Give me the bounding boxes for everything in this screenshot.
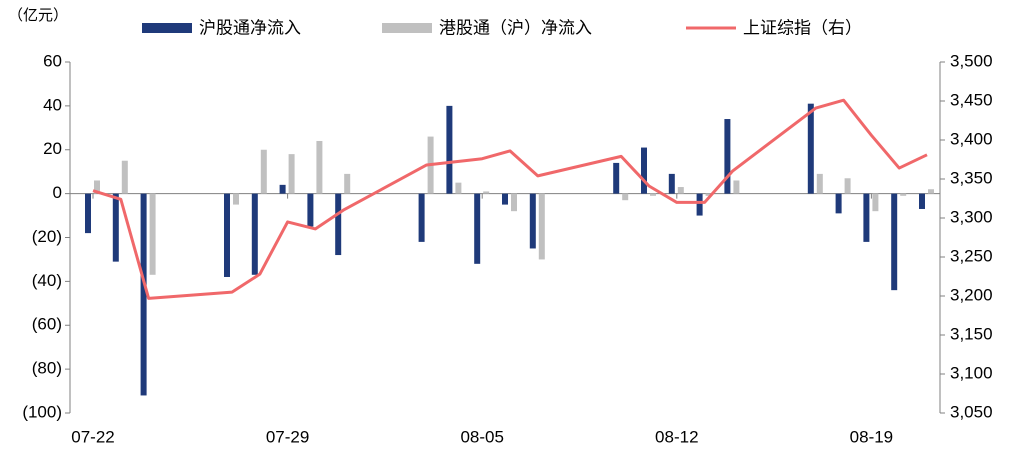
bar (650, 193, 656, 196)
bar (724, 119, 731, 194)
bar (529, 193, 536, 249)
bar (677, 187, 684, 194)
bar (474, 193, 481, 264)
bar (538, 193, 545, 260)
x-tick-label: 08-19 (850, 427, 893, 446)
x-tick-label: 07-29 (266, 427, 309, 446)
y2-tick-label: 3,150 (950, 324, 993, 343)
bar (622, 193, 629, 201)
y-tick-label: 0 (53, 183, 62, 202)
bar (335, 193, 342, 256)
bar (511, 193, 517, 212)
bar (816, 173, 823, 194)
bar (900, 193, 907, 196)
bar (260, 149, 267, 194)
bar (928, 189, 934, 194)
bar (668, 173, 675, 194)
x-tick-label: 08-05 (460, 427, 503, 446)
bar (112, 193, 119, 262)
y2-tick-label: 3,500 (950, 51, 993, 70)
y2-tick-label: 3,200 (950, 285, 993, 304)
bar (418, 193, 425, 242)
bar (502, 193, 508, 205)
y2-tick-label: 3,250 (950, 246, 993, 265)
legend-label: 上证综指（右） (743, 18, 862, 37)
bar (316, 140, 323, 194)
y-tick-label: 60 (43, 51, 62, 70)
bar (696, 193, 703, 216)
y2-tick-label: 3,100 (950, 363, 993, 382)
y-tick-label: (20) (32, 227, 62, 246)
bar (307, 193, 314, 227)
bar (705, 193, 712, 196)
bar (85, 193, 91, 234)
y-tick-label: 40 (43, 95, 62, 114)
bar (835, 193, 842, 214)
x-tick-label: 07-22 (71, 427, 114, 446)
bar (483, 191, 490, 194)
legend-swatch (382, 23, 432, 33)
y-tick-label: (100) (22, 402, 62, 421)
bar (455, 182, 462, 194)
bar (733, 180, 740, 194)
unit-label: （亿元） (8, 7, 68, 24)
y-tick-label: 20 (43, 139, 62, 158)
legend-swatch (142, 23, 192, 33)
y2-tick-label: 3,050 (950, 402, 993, 421)
bar (863, 193, 870, 242)
bar (641, 147, 647, 194)
y-tick-label: (60) (32, 315, 62, 334)
y2-tick-label: 3,300 (950, 207, 993, 226)
y2-tick-label: 3,400 (950, 129, 993, 148)
bar (919, 193, 925, 209)
bar (807, 103, 814, 194)
legend-label: 港股通（沪）净流入 (439, 18, 592, 37)
x-tick-label: 08-12 (655, 427, 698, 446)
bar (844, 178, 851, 194)
bar (288, 154, 295, 194)
bar (224, 193, 230, 277)
bar (94, 180, 100, 194)
y2-tick-label: 3,350 (950, 168, 993, 187)
y-tick-label: (80) (32, 359, 62, 378)
bar (613, 162, 620, 194)
bar (140, 193, 147, 396)
y-tick-label: (40) (32, 271, 62, 290)
bar (279, 184, 286, 194)
bar (446, 105, 453, 194)
bar (872, 193, 879, 212)
bar (251, 193, 258, 275)
legend-label: 沪股通净流入 (199, 18, 301, 37)
y2-tick-label: 3,450 (950, 90, 993, 109)
bar (149, 193, 156, 275)
bar (233, 193, 239, 205)
bar (121, 160, 128, 194)
bar (891, 193, 898, 291)
line (92, 98, 928, 300)
bar (344, 173, 351, 194)
